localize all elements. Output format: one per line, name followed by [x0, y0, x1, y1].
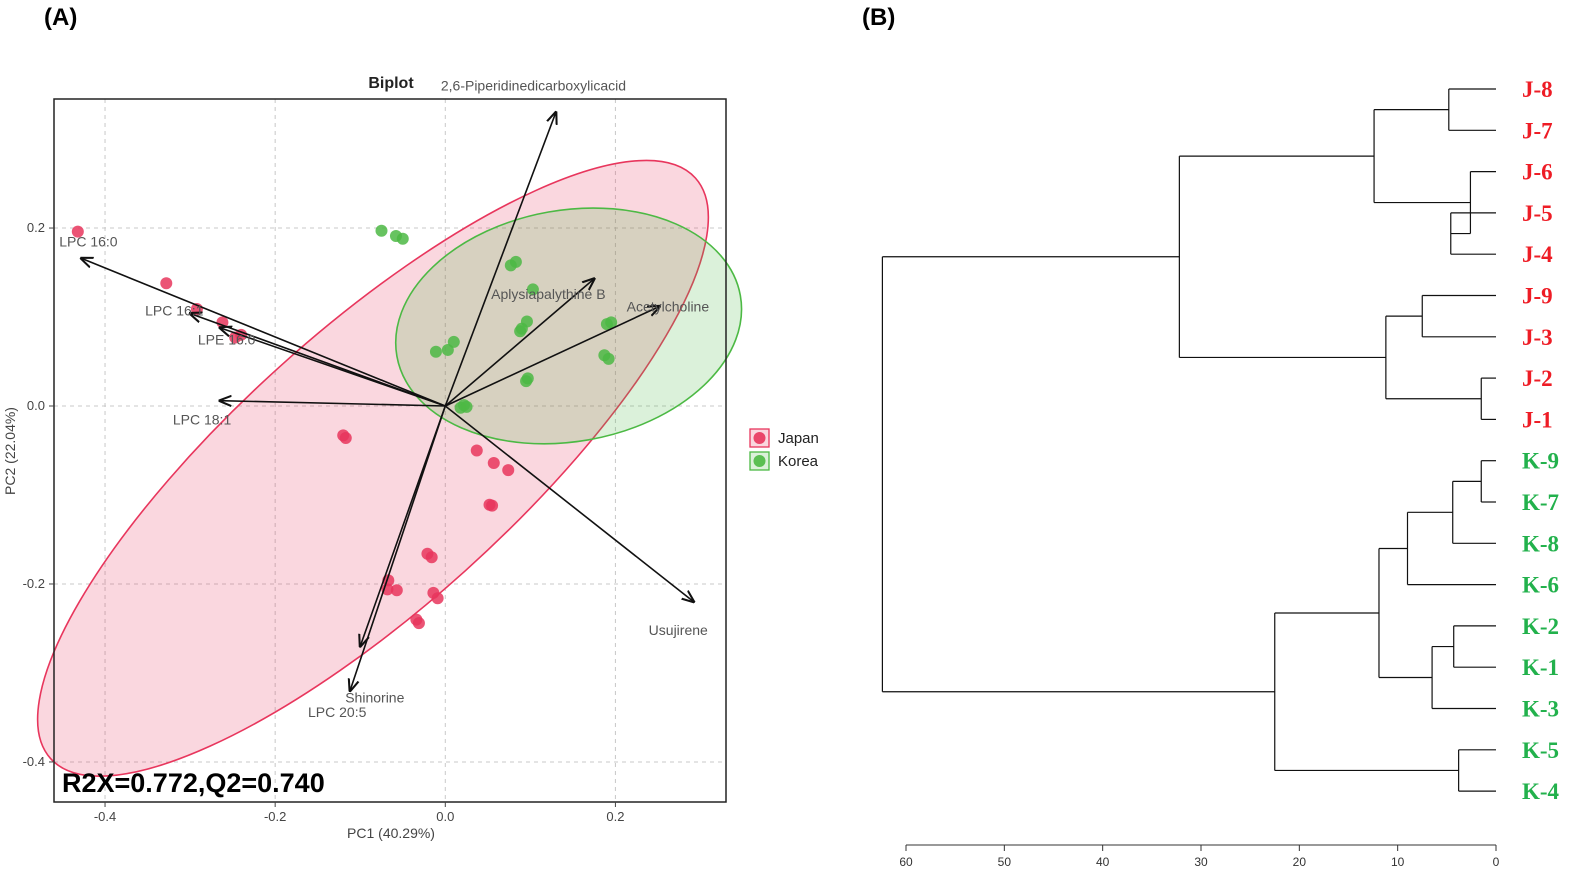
- loading-label-9: LPC 20:5: [308, 704, 367, 720]
- point-japan-21: [412, 617, 425, 630]
- point-japan-17: [390, 584, 403, 597]
- leaf-label-j-7: J-7: [1522, 118, 1553, 143]
- plot-frame: [53, 98, 727, 803]
- biplot-title: Biplot: [368, 75, 414, 92]
- x-axis-label: PC1 (40.29%): [347, 825, 435, 841]
- distance-tick-label-4: 20: [1293, 855, 1307, 869]
- distance-tick-label-1: 50: [998, 855, 1012, 869]
- leaf-label-k-9: K-9: [1522, 449, 1559, 474]
- distance-tick-label-2: 40: [1096, 855, 1110, 869]
- loading-arrow-3: [220, 401, 446, 406]
- point-korea-13: [429, 345, 442, 358]
- point-korea-5: [526, 283, 539, 296]
- loading-label-3: LPC 18:1: [173, 412, 232, 428]
- biplot-axis-ticks: -0.4 -0.2 0.0 0.2 -0.4 -0.2 0.0 0.2: [23, 220, 625, 824]
- leaf-label-j-1: J-1: [1522, 407, 1553, 432]
- loading-arrow-0: [81, 258, 446, 407]
- loading-label-2: LPE 16:0: [198, 332, 256, 348]
- leaf-label-k-8: K-8: [1522, 531, 1559, 556]
- point-korea-12: [602, 352, 615, 365]
- distance-tick-label-5: 10: [1391, 855, 1405, 869]
- point-japan-1: [160, 277, 173, 290]
- point-japan-9: [487, 456, 500, 469]
- legend-label-korea: Korea: [778, 453, 819, 470]
- x-tick-label-2: 0.0: [436, 809, 454, 824]
- loading-label-6: Acetylcholine: [627, 298, 710, 314]
- leaf-label-j-6: J-6: [1522, 160, 1553, 185]
- distance-axis: 60 50 40 30 20 10 0: [899, 844, 1500, 869]
- point-japan-3: [216, 316, 229, 329]
- loading-arrow-9: [350, 405, 447, 691]
- loading-arrow-7: [444, 405, 693, 602]
- point-korea-15: [447, 335, 460, 348]
- panel-b-label: (B): [862, 4, 895, 31]
- distance-tick-label-0: 60: [899, 855, 913, 869]
- biplot-grid: [54, 99, 726, 802]
- point-korea-20: [460, 400, 473, 413]
- leaf-label-j-5: J-5: [1522, 201, 1553, 226]
- distance-tick-label-3: 30: [1194, 855, 1208, 869]
- leaf-label-j-3: J-3: [1522, 325, 1553, 350]
- loading-arrow-6: [444, 306, 659, 407]
- model-stats-annotation: R2X=0.772,Q2=0.740: [62, 768, 325, 798]
- loading-arrows: LPC 16:0 LPC 16:1 LPE 16:0 LPC 18:1 2,6-Pipe…: [59, 77, 709, 719]
- leaf-label-k-3: K-3: [1522, 697, 1559, 722]
- leaf-label-k-6: K-6: [1522, 573, 1559, 598]
- ellipse-korea: [394, 207, 743, 445]
- legend-marker-korea: [753, 455, 766, 467]
- leaf-label-k-5: K-5: [1522, 738, 1559, 763]
- loading-label-4: 2,6-Piperidinedicarboxylicacid: [441, 77, 626, 93]
- loading-arrow-4: [444, 112, 556, 407]
- loading-label-5: Aplysiapalythine B: [491, 286, 605, 302]
- distance-tick-label-6: 0: [1493, 855, 1500, 869]
- point-japan-7: [339, 432, 352, 445]
- point-japan-19: [431, 592, 444, 605]
- point-korea-4: [509, 255, 522, 268]
- biplot-panel: Biplot LPC 16:0 LPC 16:1 LPE 16:0 LPC 18:1 2…: [2, 75, 819, 841]
- point-korea-8: [515, 322, 528, 335]
- point-japan-10: [502, 464, 515, 477]
- point-korea-2: [396, 232, 409, 245]
- point-japan-8: [470, 444, 483, 457]
- dendrogram-panel: J-8 J-7 J-6 J-5 J-4 J-9 J-3 J-2 J-1 K-9 K-7 K-8 K-6 K…: [881, 77, 1560, 869]
- panel-a-label: (A): [44, 4, 77, 31]
- leaf-label-k-1: K-1: [1522, 655, 1559, 680]
- ellipse-japan: [36, 159, 710, 777]
- y-tick-label-1: -0.2: [23, 576, 45, 591]
- y-tick-label-3: 0.2: [27, 220, 45, 235]
- legend: Japan Korea: [749, 428, 819, 471]
- leaf-label-j-2: J-2: [1522, 366, 1553, 391]
- loading-label-0: LPC 16:0: [59, 233, 118, 249]
- point-japan-0: [71, 225, 84, 238]
- y-tick-label-0: -0.4: [23, 754, 45, 769]
- point-japan-14: [425, 551, 438, 564]
- dendrogram-branches: [881, 88, 1496, 792]
- point-korea-0: [375, 224, 388, 237]
- point-japan-12: [486, 499, 499, 512]
- point-korea-17: [521, 372, 534, 385]
- loading-label-1: LPC 16:1: [145, 302, 204, 318]
- x-tick-label-1: -0.2: [264, 809, 286, 824]
- x-tick-label-3: 0.2: [606, 809, 624, 824]
- leaf-label-k-2: K-2: [1522, 614, 1559, 639]
- y-tick-label-2: 0.0: [27, 398, 45, 413]
- leaf-label-k-4: K-4: [1522, 779, 1560, 804]
- leaf-label-j-8: J-8: [1522, 77, 1553, 102]
- legend-label-japan: Japan: [778, 430, 819, 447]
- y-axis-label: PC2 (22.04%): [2, 407, 18, 495]
- loading-label-7: Usujirene: [649, 622, 708, 638]
- leaf-label-j-4: J-4: [1522, 242, 1553, 267]
- point-korea-10: [605, 316, 618, 329]
- legend-marker-japan: [753, 432, 766, 444]
- loading-label-8: Shinorine: [345, 689, 404, 705]
- loading-arrow-2: [220, 328, 446, 407]
- leaf-label-j-9: J-9: [1522, 284, 1553, 309]
- loading-arrow-5: [444, 279, 594, 407]
- leaf-label-k-7: K-7: [1522, 490, 1559, 515]
- x-tick-label-0: -0.4: [94, 809, 116, 824]
- confidence-ellipses: [36, 159, 743, 777]
- leaf-labels: J-8 J-7 J-6 J-5 J-4 J-9 J-3 J-2 J-1 K-9 K-7 K-8 K-6 K…: [1522, 77, 1560, 804]
